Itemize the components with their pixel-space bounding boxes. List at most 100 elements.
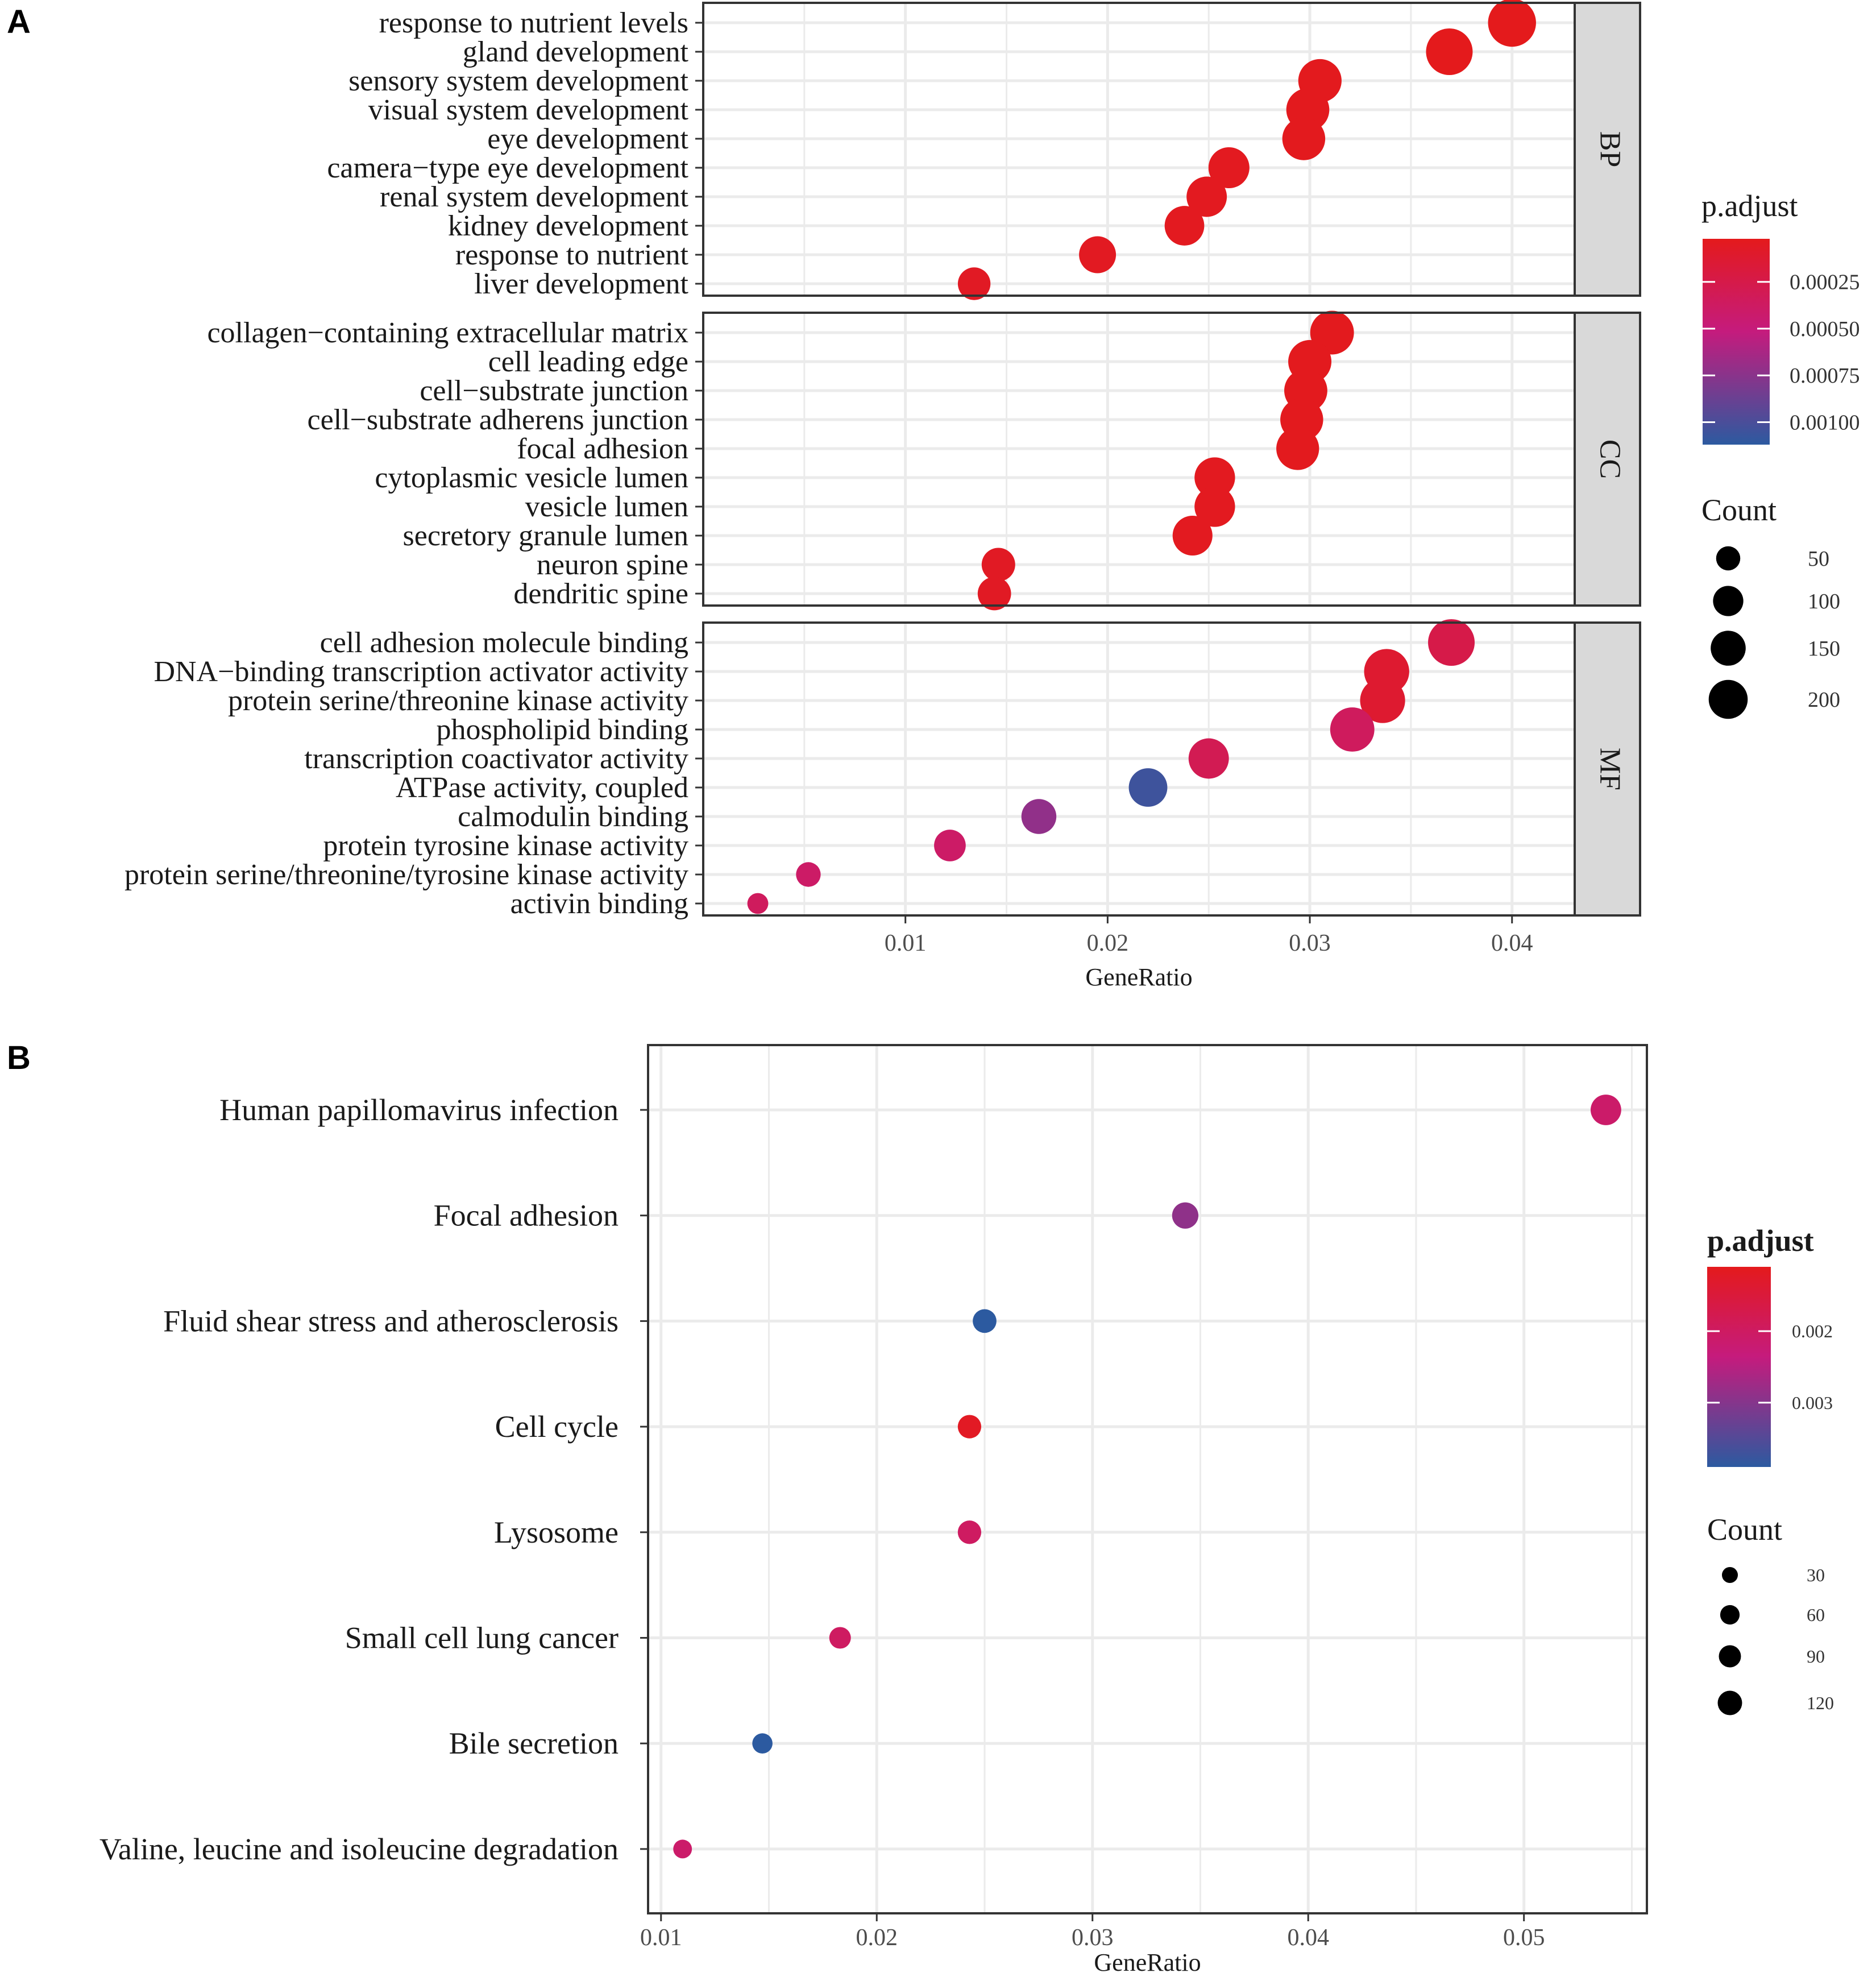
x-tick-label: 0.02 [856,1925,898,1951]
term-label: sensory system development [348,65,688,97]
dot [1172,515,1213,556]
term-label: response to nutrient levels [379,7,688,39]
legend-b: p.adjust 0.002 0.003 Count 30 60 90 120 [1707,1224,1834,1715]
term-label: Fluid shear stress and atherosclerosis [163,1304,619,1338]
term-label: phospholipid binding [437,714,688,746]
term-label: cytoplasmic vesicle lumen [375,462,688,494]
panel-label-b: B [7,1039,31,1076]
dot [1194,486,1235,527]
dot [1488,0,1536,47]
term-label: liver development [474,268,688,300]
dot [934,830,966,861]
x-tick-label: 0.02 [1087,930,1129,956]
dot [1208,147,1250,189]
dot [747,893,769,914]
dot [1128,768,1168,807]
term-label: calmodulin binding [458,801,688,833]
panel-label-a: A [7,3,31,40]
x-axis-b: 0.01 0.02 0.03 0.04 0.05 GeneRatio [640,1913,1545,1976]
colorbar-tick-label: 0.003 [1792,1392,1833,1413]
term-label: cell leading edge [488,346,688,378]
x-tick-label: 0.01 [885,930,927,956]
size-legend-dot [1719,1645,1741,1668]
colorbar-tick-label: 0.00050 [1790,317,1860,341]
x-axis-title: GeneRatio [1085,963,1192,991]
term-label: activin binding [510,888,688,920]
dot [1426,28,1473,76]
dot [1428,619,1475,666]
facet-strip-label: MF [1594,748,1626,790]
term-label: transcription coactivator activity [304,743,688,775]
x-tick-label: 0.03 [1072,1925,1114,1951]
term-label: ATPase activity, coupled [396,772,688,804]
dot [752,1733,773,1754]
panel-b-kegg-dotplot: Human papillomavirus infection Focal adhe… [99,1044,1834,1976]
term-label: neuron spine [537,549,688,581]
term-label: protein tyrosine kinase activity [323,830,688,862]
term-label: cell−substrate junction [420,375,688,407]
size-legend-dot [1720,1605,1740,1625]
dot [1330,707,1375,752]
x-tick-label: 0.05 [1503,1925,1545,1951]
term-label: collagen−containing extracellular matrix [207,317,688,349]
term-label: Focal adhesion [434,1199,619,1233]
dot [1276,427,1319,470]
term-label: gland development [463,36,689,68]
term-label: Small cell lung cancer [345,1621,619,1655]
size-legend-label: 50 [1808,547,1829,571]
dot [1360,678,1405,723]
size-legend-dot [1721,1566,1738,1584]
dot [1188,738,1229,779]
size-legend-dot [1717,1690,1742,1715]
dot [1194,457,1235,498]
term-label: Valine, leucine and isoleucine degradati… [99,1832,619,1866]
term-label: Bile secretion [449,1726,619,1760]
term-label: visual system development [368,94,689,126]
facet-strip-label: BP [1594,131,1626,168]
colorbar-tick-label: 0.00100 [1790,411,1860,435]
term-label: Cell cycle [495,1410,619,1444]
x-axis-a: 0.01 0.02 0.03 0.04 GeneRatio [885,915,1533,991]
colorbar-tick-label: 0.00075 [1790,364,1860,388]
dot [1186,176,1227,217]
x-tick-label: 0.04 [1287,1925,1329,1951]
facet-strip [1574,2,1641,297]
term-label: protein serine/threonine/tyrosine kinase… [124,859,688,891]
term-label: renal system development [380,181,689,213]
x-tick-label: 0.01 [640,1925,682,1951]
colorbar-tick-label: 0.002 [1792,1321,1833,1341]
term-label: vesicle lumen [525,491,688,523]
dot [829,1627,851,1649]
x-axis-title: GeneRatio [1094,1949,1201,1976]
size-legend-label: 200 [1808,688,1840,712]
dot [973,1309,997,1333]
term-label: camera−type eye development [327,152,688,184]
color-legend-title: p.adjust [1701,189,1798,223]
plot-background [648,1045,1647,1913]
facet-strip [1574,312,1641,607]
facet-strip-label: CC [1594,440,1626,479]
facet-mf: cell adhesion molecule bindingDNA−bindin… [124,619,1641,920]
dot [957,1415,982,1439]
term-label: secretory granule lumen [403,520,688,552]
dot [957,1520,982,1544]
facet-strip [1574,621,1641,917]
x-tick-label: 0.04 [1491,930,1533,956]
facet-cc: collagen−containing extracellular matrix… [207,310,1641,611]
size-legend-label: 30 [1807,1565,1825,1585]
dot [1590,1095,1621,1125]
dot [977,577,1011,611]
size-legend-label: 60 [1807,1605,1825,1625]
size-legend-dot [1711,631,1746,666]
dot [1079,236,1117,273]
dot [1282,117,1326,160]
term-label: Lysosome [494,1515,619,1549]
size-legend-label: 120 [1807,1693,1834,1713]
dot [1164,206,1205,246]
colorbar [1703,239,1770,445]
plot-border [647,1044,1648,1914]
legend-a: p.adjust 0.00025 0.00050 0.00075 0.00100 Coun… [1701,189,1860,719]
size-legend-label: 150 [1808,637,1840,661]
